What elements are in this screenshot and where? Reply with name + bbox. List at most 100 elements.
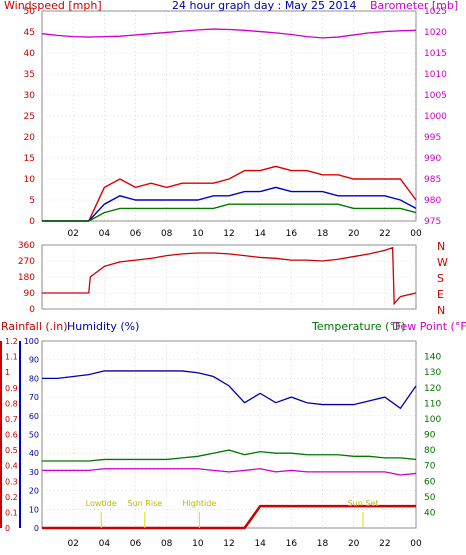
annotation-label: Sun Rise	[128, 499, 163, 508]
axes-layer: 0202040406060808101012121414161618182020…	[5, 7, 448, 549]
annotation-label: Hightide	[183, 499, 217, 508]
compass-label: S	[437, 272, 444, 285]
temperature-tick-label: 110	[424, 399, 441, 409]
barometer-tick-label: 1020	[424, 28, 447, 38]
rain-tick-label: 1	[5, 368, 10, 377]
temperature-tick-label: 90	[424, 431, 436, 441]
wind-speed-line	[42, 186, 417, 222]
wind-tick-label: 0	[29, 217, 35, 227]
temperature-tick-label: 120	[424, 384, 441, 394]
barometer-tick-label: 1005	[424, 91, 447, 101]
barometer-tick-label: 985	[424, 175, 441, 185]
x-tick-label: 00	[410, 229, 422, 239]
wind-average-line	[42, 203, 417, 222]
x-tick-label: 20	[348, 539, 360, 549]
humidity-tick-label: 100	[24, 337, 39, 346]
temperature-tick-label: 60	[424, 477, 436, 487]
wind-tick-label: 5	[29, 196, 35, 206]
rain-tick-label: 0.3	[5, 477, 18, 486]
annotation-label: Lowtide	[86, 499, 117, 508]
x-tick-label: 18	[317, 539, 329, 549]
rain-tick-label: 0.5	[5, 446, 18, 455]
barometer-line	[41, 28, 417, 39]
x-tick-label: 10	[192, 229, 204, 239]
temperature-tick-label: 80	[424, 446, 436, 456]
chart-title: 24 hour graph day : May 25 2014	[172, 0, 357, 12]
barometer-tick-label: 1015	[424, 49, 447, 59]
x-tick-label: 04	[99, 229, 111, 239]
humidity-axis-title: Humidity (%)	[67, 320, 139, 333]
rain-tick-label: 0.8	[5, 399, 18, 408]
humidity-tick-label: 30	[29, 468, 39, 477]
wind-tick-label: 40	[24, 49, 36, 59]
annotation-label: Sun Set	[348, 499, 379, 508]
wind-tick-label: 30	[24, 91, 36, 101]
barometer-tick-label: 995	[424, 133, 441, 143]
rainfall-line	[42, 504, 416, 530]
x-tick-label: 08	[161, 539, 173, 549]
humidity-tick-label: 20	[29, 487, 39, 496]
barometer-tick-label: 1010	[424, 70, 447, 80]
rain-tick-label: 0.1	[5, 508, 18, 517]
barometer-tick-label: 975	[424, 217, 441, 227]
x-tick-label: 06	[130, 539, 142, 549]
direction-tick-label: 180	[18, 273, 35, 283]
wind-tick-label: 10	[24, 175, 36, 185]
humidity-tick-label: 70	[29, 393, 39, 402]
rain-tick-label: 0.7	[5, 415, 18, 424]
direction-tick-label: 270	[18, 257, 35, 267]
wind-tick-label: 50	[24, 7, 36, 17]
rain-tick-label: 0.9	[5, 384, 18, 393]
x-tick-label: 12	[223, 229, 234, 239]
x-tick-label: 06	[130, 229, 142, 239]
x-tick-label: 12	[223, 539, 234, 549]
x-tick-label: 10	[192, 539, 204, 549]
barometer-tick-label: 1025	[424, 7, 447, 17]
direction-tick-label: 0	[29, 305, 35, 315]
x-tick-label: 14	[254, 229, 266, 239]
rain-tick-label: 1.1	[5, 353, 18, 362]
temperature-tick-label: 70	[424, 462, 436, 472]
direction-tick-label: 360	[18, 241, 35, 251]
humidity-tick-label: 60	[29, 412, 39, 421]
x-tick-label: 02	[67, 539, 78, 549]
wind-tick-label: 45	[24, 28, 35, 38]
rain-axis-bar	[0, 341, 2, 528]
x-tick-label: 16	[286, 229, 298, 239]
wind-axis-title: Windspeed [mph]	[4, 0, 102, 12]
x-tick-label: 22	[379, 539, 390, 549]
rain-tick-label: 0.6	[5, 431, 18, 440]
x-tick-label: 00	[410, 539, 422, 549]
temperature-axis-title: Temperature (°F)	[311, 320, 406, 333]
rain-tick-label: 1.2	[5, 337, 18, 346]
temperature-tick-label: 50	[424, 493, 436, 503]
temperature-tick-label: 100	[424, 415, 441, 425]
humidity-line	[42, 370, 417, 410]
compass-label: N	[437, 304, 445, 317]
x-tick-label: 02	[67, 229, 78, 239]
rain-tick-label: 0	[5, 524, 10, 533]
x-tick-label: 08	[161, 229, 173, 239]
barometer-tick-label: 980	[424, 196, 441, 206]
barometer-tick-label: 1000	[424, 112, 447, 122]
temperature-line	[42, 449, 417, 462]
temperature-tick-label: 140	[424, 353, 441, 363]
wind-tick-label: 25	[24, 112, 35, 122]
x-tick-label: 22	[379, 229, 390, 239]
temperature-tick-label: 130	[424, 368, 441, 378]
x-tick-label: 20	[348, 229, 360, 239]
rain-tick-label: 0.4	[5, 462, 18, 471]
barometer-axis-title: Barometer [mb]	[370, 0, 458, 12]
humidity-tick-label: 90	[29, 356, 39, 365]
x-tick-label: 18	[317, 229, 329, 239]
humidity-tick-label: 10	[29, 505, 39, 514]
grid-layer	[42, 10, 417, 529]
compass-label: W	[437, 256, 448, 269]
barometer-tick-label: 990	[424, 154, 441, 164]
direction-tick-label: 90	[24, 289, 36, 299]
rain-axis-title: Rainfall (.in)	[1, 320, 68, 333]
wind-direction-line	[42, 246, 417, 306]
dewpoint-line	[42, 468, 417, 476]
wind-tick-label: 20	[24, 133, 36, 143]
